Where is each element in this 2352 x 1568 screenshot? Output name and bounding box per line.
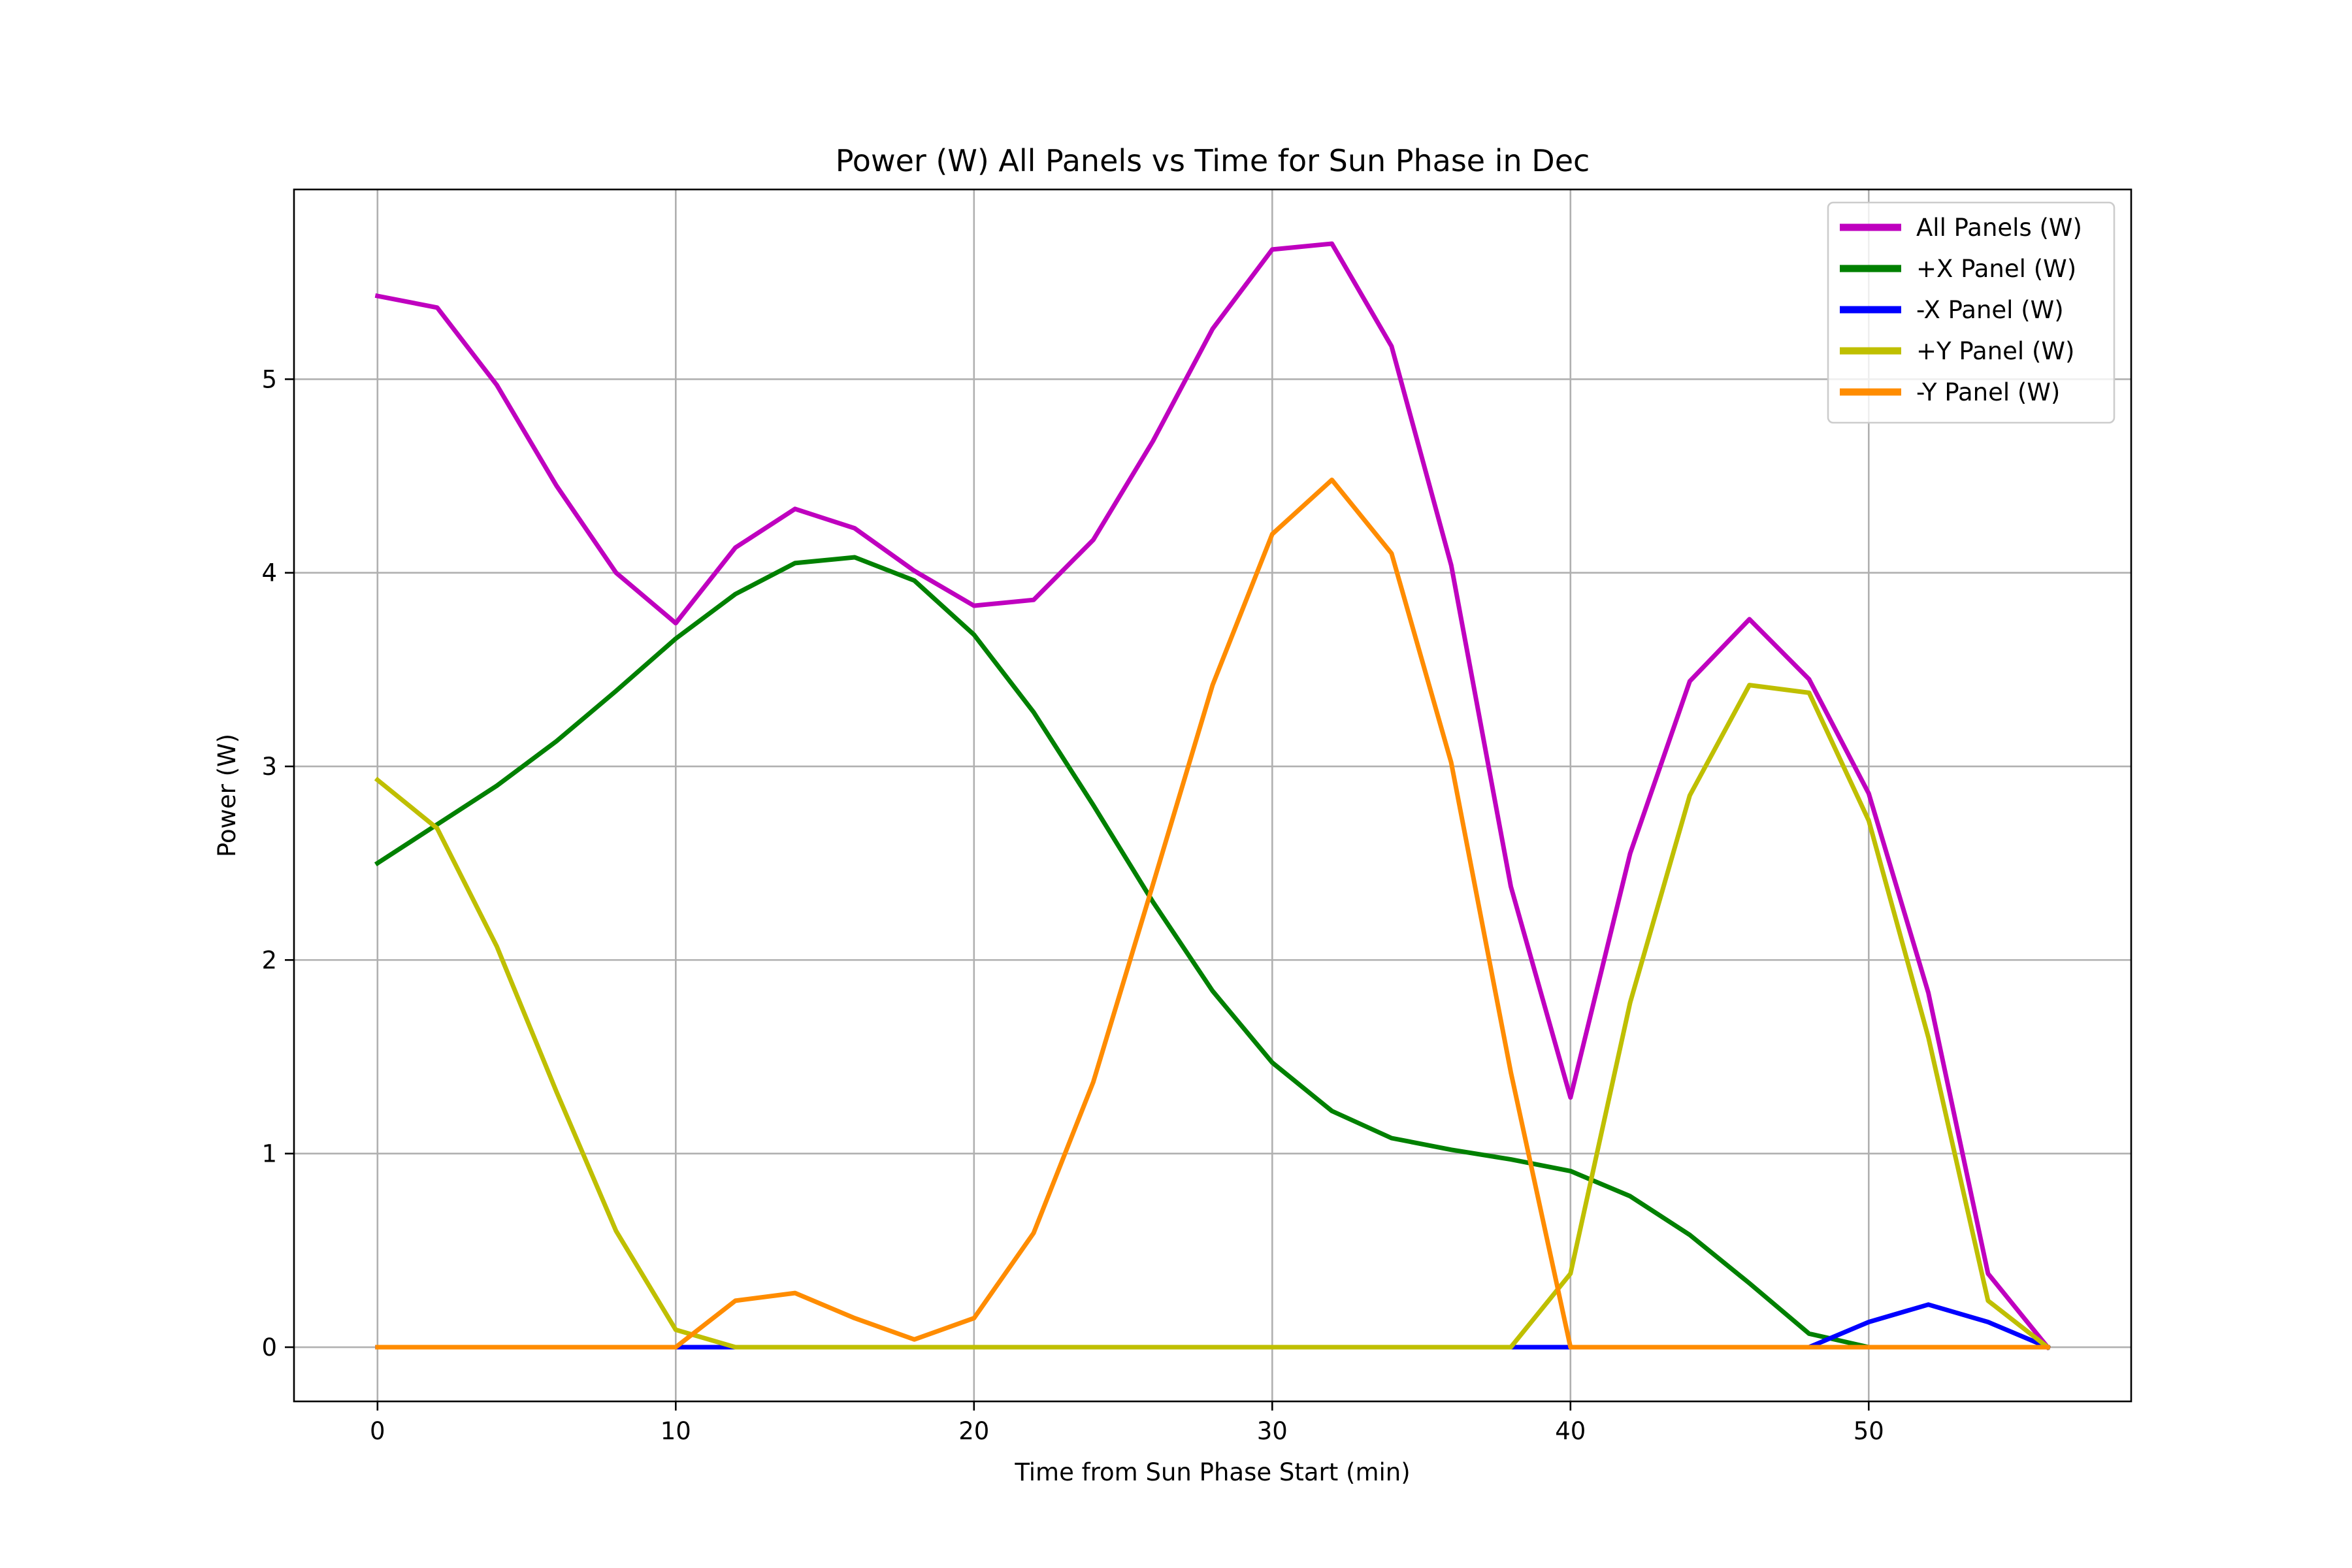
plot-frame bbox=[293, 188, 2132, 1403]
axes: 0 10 20 30 40 50 0 1 2 3 4 5 bbox=[261, 188, 2132, 1445]
legend-label-3: -X Panel (W) bbox=[1916, 296, 2064, 324]
y-tick-label: 2 bbox=[261, 946, 277, 974]
legend-label-5: -Y Panel (W) bbox=[1916, 378, 2060, 406]
x-tick-label: 0 bbox=[370, 1417, 385, 1445]
legend: All Panels (W) +X Panel (W) -X Panel (W) +Y… bbox=[1827, 201, 2115, 424]
y-tick-label: 4 bbox=[261, 559, 277, 587]
y-tick-label: 1 bbox=[261, 1140, 277, 1168]
y-axis-title: Power (W) bbox=[213, 734, 241, 857]
legend-box bbox=[1827, 201, 2115, 424]
x-tick-label: 50 bbox=[1854, 1417, 1884, 1445]
y-tick-label: 3 bbox=[261, 753, 277, 781]
series-line-2 bbox=[374, 555, 2050, 1350]
series-line-4 bbox=[374, 683, 2051, 1350]
y-tick-label: 0 bbox=[261, 1333, 277, 1362]
legend-label-4: +Y Panel (W) bbox=[1916, 337, 2074, 365]
y-tick-label: 5 bbox=[261, 365, 277, 393]
x-tick-label: 40 bbox=[1555, 1417, 1586, 1445]
series-line-5 bbox=[375, 478, 2050, 1350]
x-tick-label: 20 bbox=[958, 1417, 989, 1445]
x-axis-title: Time from Sun Phase Start (min) bbox=[1014, 1458, 1410, 1486]
series-lines bbox=[374, 241, 2051, 1350]
legend-label-1: All Panels (W) bbox=[1916, 214, 2082, 242]
legend-label-2: +X Panel (W) bbox=[1916, 255, 2076, 283]
series-line-1 bbox=[374, 241, 2051, 1350]
x-tick-label: 30 bbox=[1257, 1417, 1288, 1445]
x-tick-label: 10 bbox=[661, 1417, 691, 1445]
chart-title: Power (W) All Panels vs Time for Sun Pha… bbox=[836, 143, 1590, 178]
